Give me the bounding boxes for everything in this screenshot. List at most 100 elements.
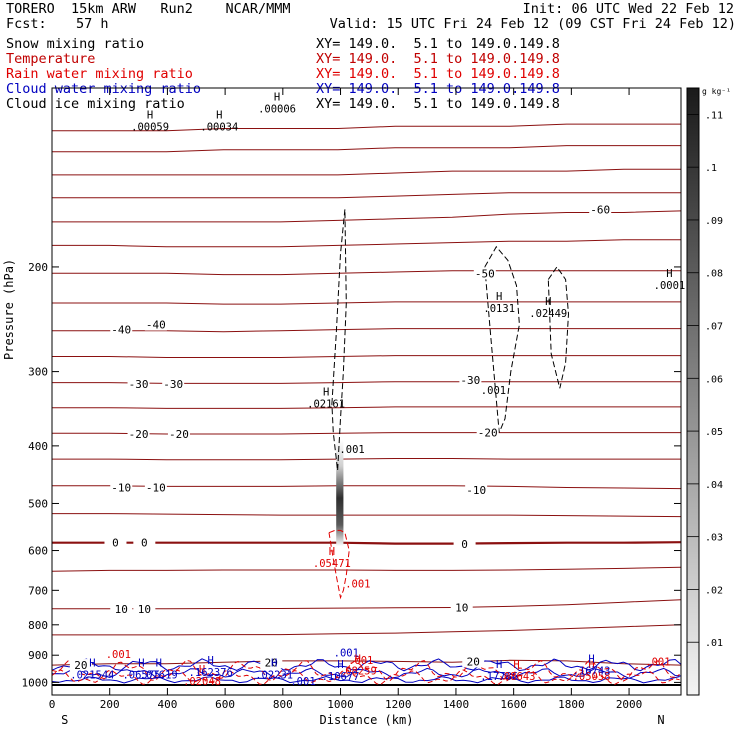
colorbar-tick-label: .01 xyxy=(705,638,723,649)
legend-cloud-water: Cloud water mixing ratio xyxy=(6,81,202,97)
isotherm-5 xyxy=(51,566,682,572)
isotherm-label: -40 xyxy=(146,319,166,332)
maximum-value: .02449 xyxy=(529,308,567,320)
y-axis-label: Pressure (hPa) xyxy=(2,258,16,360)
maximum-marker: H xyxy=(216,110,222,122)
y-tick-label: 300 xyxy=(28,366,48,379)
legend-cloud-ice: Cloud ice mixing ratio xyxy=(6,96,185,112)
isotherm-label-bg xyxy=(260,656,283,669)
isotherm-label-bg xyxy=(69,659,92,672)
isotherm-label: -30 xyxy=(163,378,183,391)
legend-temperature: Temperature xyxy=(6,51,96,67)
colorbar-tick-label: .03 xyxy=(705,533,723,544)
x-tick-label: 2000 xyxy=(616,698,643,711)
isotherm-label: -10 xyxy=(146,481,166,494)
contour-label: .001 xyxy=(334,647,359,659)
isotherm-label-bg xyxy=(465,484,488,497)
maximum-marker: H xyxy=(271,658,277,670)
maximum-value: .08259 xyxy=(339,666,377,678)
y-tick-label: 600 xyxy=(28,545,48,558)
run-title: TORERO 15km ARW Run2 NCAR/MMM xyxy=(6,1,291,17)
legend-cloud-ice-xy: XY= 149.0. 5.1 to 149.0.149.8 xyxy=(316,96,560,112)
maximum-value: .07619 xyxy=(140,670,178,682)
south-label: S xyxy=(61,713,68,727)
rain-water-contour xyxy=(51,669,680,686)
y-tick-label: 800 xyxy=(28,619,48,632)
colorbar-tick-label: .11 xyxy=(705,110,723,121)
maximum-marker: H xyxy=(588,654,594,666)
isotherm-label-bg xyxy=(110,323,133,336)
y-tick-label: 900 xyxy=(28,649,48,662)
isotherm-label: 10 xyxy=(455,601,468,614)
x-tick-label: 800 xyxy=(273,698,293,711)
isotherm-20 xyxy=(51,659,682,666)
maximum-marker: H xyxy=(496,659,502,671)
maximum-marker: H xyxy=(89,658,95,670)
maximum-marker: H xyxy=(545,296,551,308)
maximum-value: .17786 xyxy=(480,671,518,683)
maximum-value: .16743 xyxy=(573,666,611,678)
isotherm-label-bg xyxy=(450,601,473,614)
maximum-value: .02231 xyxy=(255,670,293,682)
x-tick-label: 600 xyxy=(215,698,235,711)
isotherm-label-bg xyxy=(473,267,496,280)
colorbar-tick-label: .07 xyxy=(705,322,723,333)
maximum-value: .02161 xyxy=(307,399,345,411)
x-tick-label: 200 xyxy=(100,698,120,711)
isotherm-label-bg xyxy=(144,481,167,494)
colorbar-tick-label: .1 xyxy=(705,163,717,174)
isotherm-0 xyxy=(52,541,682,545)
maximum-marker: H xyxy=(199,664,205,676)
x-tick-label: 1200 xyxy=(385,698,412,711)
isotherm--56 xyxy=(52,239,681,248)
isotherm-label: -40 xyxy=(111,324,131,337)
x-tick-label: 1000 xyxy=(327,698,354,711)
isotherm-15 xyxy=(52,624,682,636)
isotherm--35 xyxy=(52,355,681,358)
maximum-marker: H xyxy=(156,658,162,670)
maximum-value: .0001 xyxy=(654,280,686,292)
cloud-ice-contour xyxy=(547,266,570,389)
maximum-value: .06575 xyxy=(122,670,160,682)
isotherm-label: 20 xyxy=(265,656,278,669)
contour-label: .001 xyxy=(481,385,506,397)
isotherm-label: -20 xyxy=(478,427,498,440)
isotherm-label-bg xyxy=(167,427,190,440)
isotherm--40 xyxy=(52,328,681,333)
x-tick-label: 1400 xyxy=(443,698,470,711)
colorbar-tick-label: .09 xyxy=(705,216,723,227)
colorbar xyxy=(686,87,700,696)
isotherm-label-bg xyxy=(589,203,612,216)
isotherm-label-bg xyxy=(133,602,156,615)
maximum-marker: H xyxy=(666,268,672,280)
maximum-value: .021544 xyxy=(70,670,114,682)
isotherm--30 xyxy=(52,381,681,384)
isotherm-label: -30 xyxy=(460,374,480,387)
isotherm--68 xyxy=(52,145,681,153)
maximum-value: .162376 xyxy=(189,667,233,679)
isotherm-label: 0 xyxy=(461,538,468,551)
isotherm--15 xyxy=(52,458,681,461)
isotherm-label: -20 xyxy=(169,428,189,441)
maximum-value: .00034 xyxy=(200,122,238,134)
contour-label: .001 xyxy=(645,656,670,668)
init-time: Init: 06 UTC Wed 22 Feb 12 xyxy=(522,1,734,17)
isotherm-label-bg xyxy=(127,378,150,391)
colorbar-tick-label: .06 xyxy=(705,374,723,385)
isotherm-label-bg xyxy=(476,426,499,439)
y-tick-label: 200 xyxy=(28,261,48,274)
isotherm-label: -60 xyxy=(590,203,610,216)
isotherm--50 xyxy=(52,270,681,276)
isotherm-label: -10 xyxy=(466,484,486,497)
maximum-marker: H xyxy=(138,658,144,670)
isotherm-label-bg xyxy=(453,538,476,551)
isotherm-label: 0 xyxy=(112,537,119,550)
isotherm-label: 20 xyxy=(74,659,87,672)
rain-water-contour xyxy=(328,529,350,600)
maximum-value: .08643 xyxy=(498,671,536,683)
valid-time: Valid: 15 UTC Fri 24 Feb 12 (09 CST Fri … xyxy=(329,16,736,32)
maximum-marker: H xyxy=(274,92,280,104)
legend-temperature-xy: XY= 149.0. 5.1 to 149.0.149.8 xyxy=(316,51,560,67)
y-tick-label: 700 xyxy=(28,584,48,597)
